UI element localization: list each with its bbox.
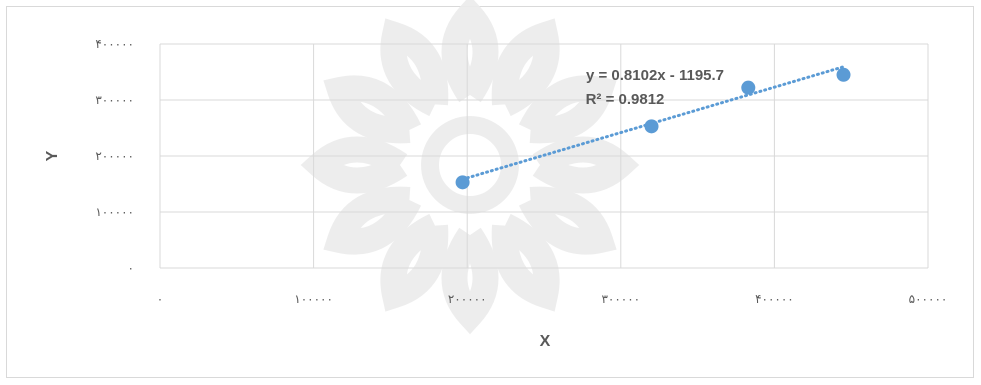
watermark-petal (380, 213, 449, 312)
x-tick-labels: ۰ ۱۰۰۰۰۰ ۲۰۰۰۰۰ ۳۰۰۰۰۰ ۴۰۰۰۰۰ ۵۰۰۰۰۰ (157, 292, 948, 306)
watermark-petal (441, 0, 499, 103)
data-point (644, 119, 659, 134)
watermark-petal (518, 75, 617, 144)
data-point (741, 80, 756, 95)
data-point (455, 175, 470, 190)
x-tick-label: ۲۰۰۰۰۰ (448, 292, 487, 306)
watermark-petal (323, 75, 422, 144)
y-tick-label: ۲۰۰۰۰۰ (95, 149, 134, 163)
watermark-petal (491, 213, 560, 312)
data-points (455, 67, 851, 190)
y-tick-labels: ۰ ۱۰۰۰۰۰ ۲۰۰۰۰۰ ۳۰۰۰۰۰ ۴۰۰۰۰۰ (95, 37, 134, 275)
x-tick-label: ۴۰۰۰۰۰ (755, 292, 794, 306)
y-axis-title: Y (44, 150, 61, 161)
y-tick-label: ۰ (128, 261, 134, 275)
x-axis-title: X (540, 333, 551, 350)
x-tick-label: ۵۰۰۰۰۰ (909, 292, 948, 306)
watermark-petal (323, 186, 422, 255)
x-tick-label: ۱۰۰۰۰۰ (294, 292, 333, 306)
y-tick-label: ۱۰۰۰۰۰ (95, 205, 134, 219)
trendline-r-squared: R² = 0.9812 (586, 91, 665, 108)
x-tick-label: ۰ (157, 292, 163, 306)
x-tick-label: ۳۰۰۰۰۰ (601, 292, 640, 306)
y-tick-label: ۳۰۰۰۰۰ (95, 93, 134, 107)
data-point (836, 67, 851, 82)
watermark-petal (491, 18, 560, 117)
watermark-petal (518, 186, 617, 255)
watermark-petal (532, 136, 640, 194)
y-tick-label: ۴۰۰۰۰۰ (95, 37, 134, 51)
watermark-petal (300, 136, 408, 194)
watermark-petal (380, 18, 449, 117)
watermark-petal (441, 227, 499, 335)
trendline-equation: y = 0.8102x - 1195.7 (586, 67, 724, 84)
